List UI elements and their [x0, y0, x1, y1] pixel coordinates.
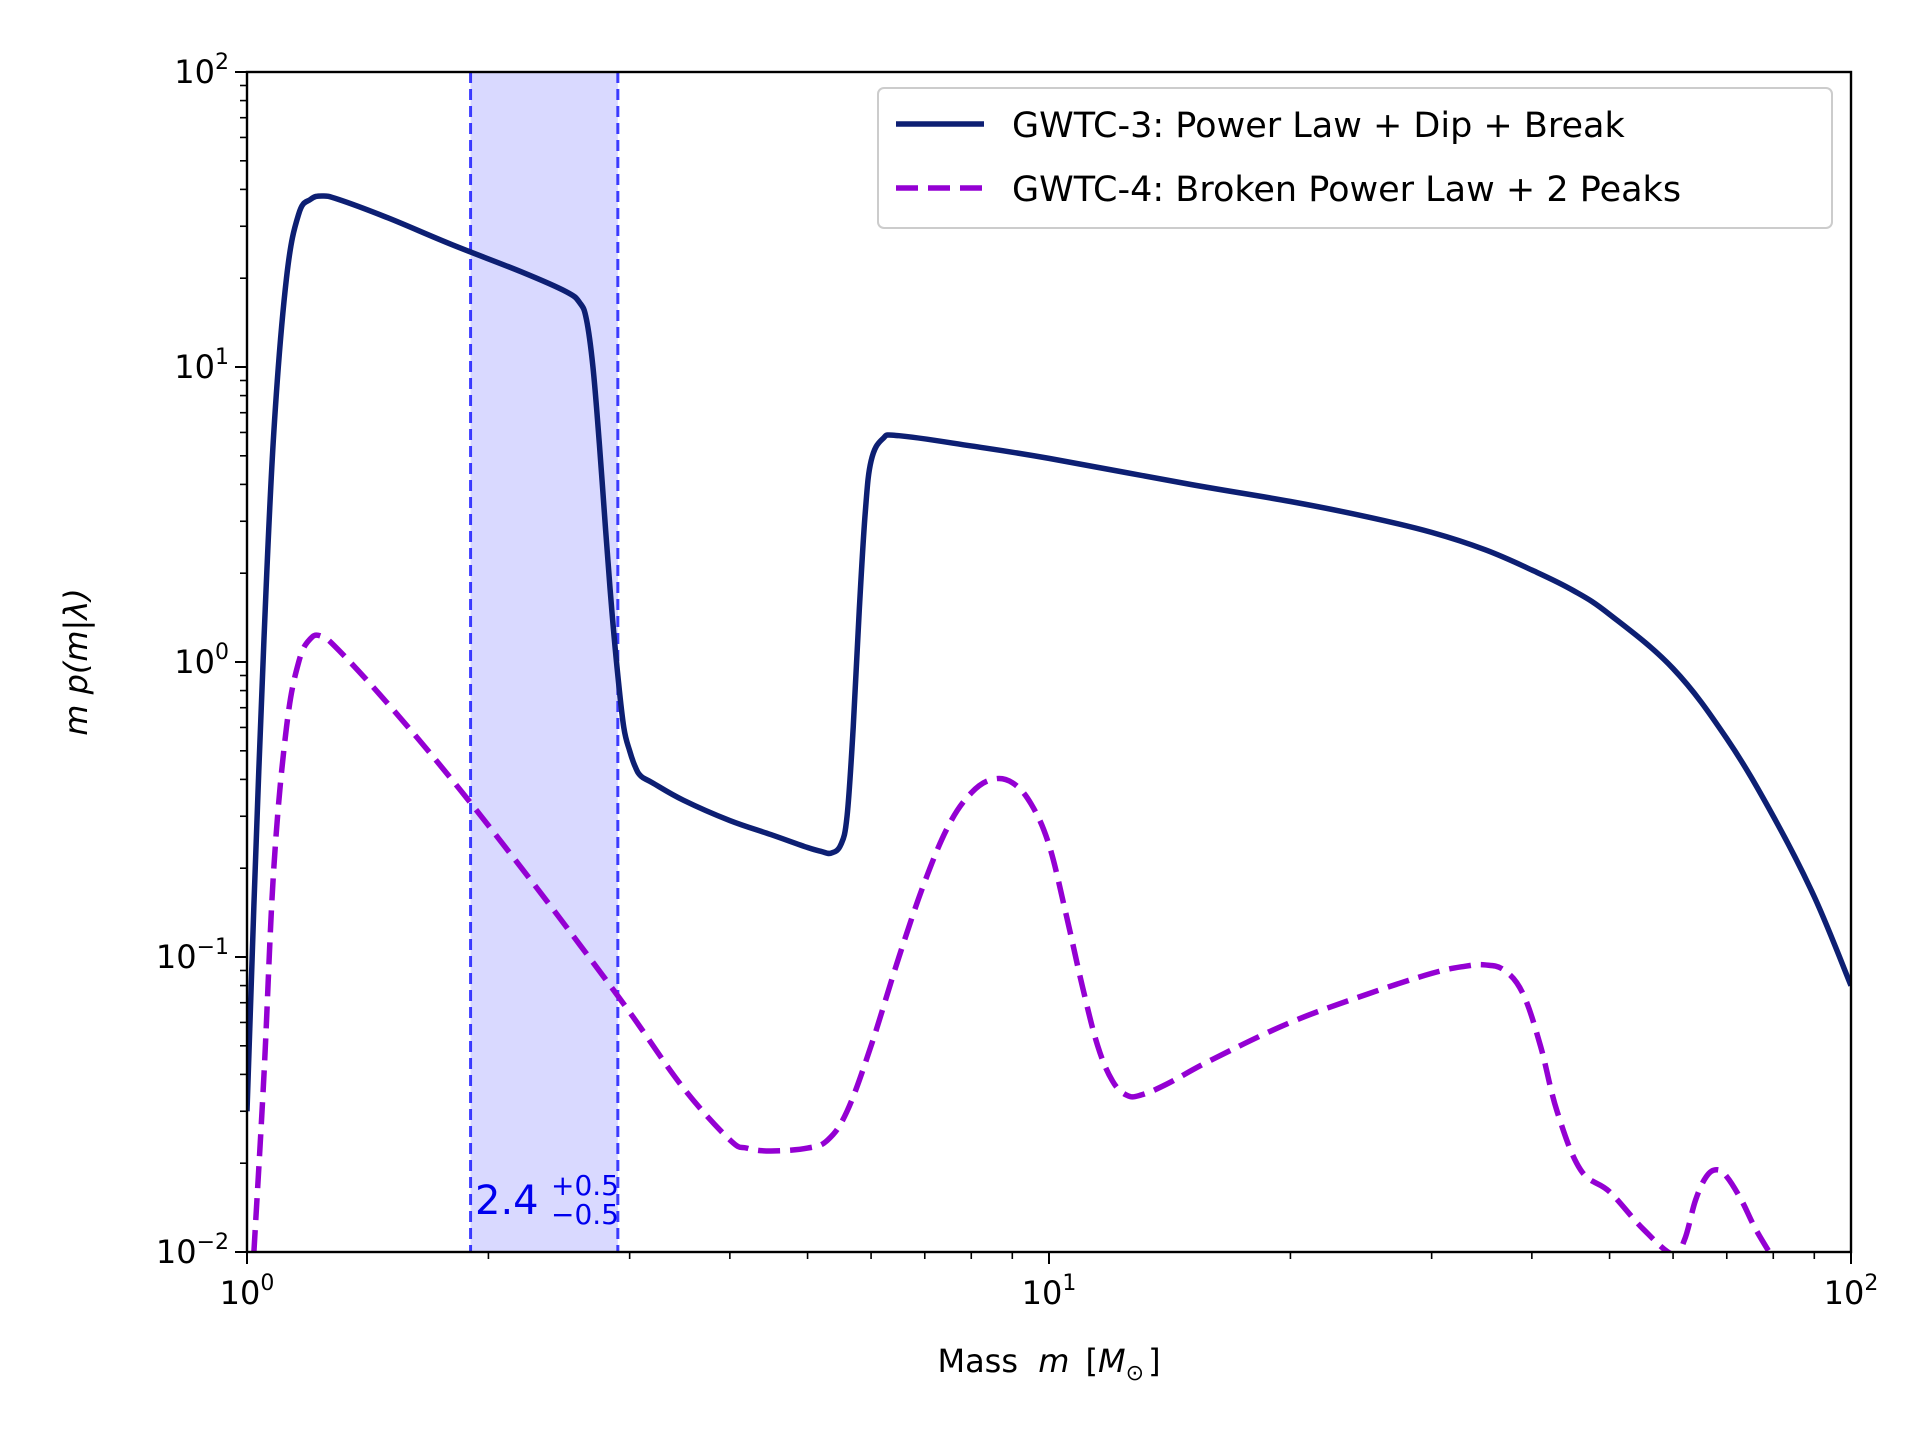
- series-lines: [247, 193, 1851, 1252]
- x-tick-label: 102: [1824, 1271, 1879, 1312]
- legend-box: [877, 87, 1833, 229]
- legend-label-gwtc4: GWTC-4: Broken Power Law + 2 Peaks: [1012, 170, 1681, 210]
- mass-gap-band: [469, 72, 620, 1252]
- y-tick-label: 101: [174, 345, 229, 386]
- y-tick-label: 102: [174, 50, 229, 91]
- x-axis-label-var: m: [1038, 1342, 1069, 1380]
- x-axis-label-bracket-close: ]: [1148, 1342, 1160, 1380]
- y-tick-label: 100: [174, 640, 229, 681]
- band-label-main: 2.4: [475, 1178, 539, 1224]
- band-annotation: 2.4: [475, 1178, 539, 1224]
- y-axis-label: m p(m|λ): [57, 588, 95, 736]
- y-tick-label: 10−2: [156, 1230, 229, 1271]
- legend-label-gwtc3: GWTC-3: Power Law + Dip + Break: [1012, 106, 1625, 146]
- band-fill: [470, 72, 618, 1252]
- legend: GWTC-3: Power Law + Dip + Break GWTC-4: …: [877, 87, 1833, 229]
- axis-ticks: 100 101 102 10−2 10−1 100 101 102: [156, 50, 1879, 1312]
- x-axis-label-unit-sub: ⊙: [1126, 1361, 1144, 1386]
- x-tick-label: 100: [220, 1271, 275, 1312]
- band-label-sup: +0.5: [551, 1169, 619, 1202]
- x-axis-label: Mass m [M⊙]: [937, 1342, 1160, 1386]
- x-tick-label: 101: [1022, 1271, 1077, 1312]
- band-label-sub: −0.5: [551, 1198, 619, 1231]
- x-axis-label-text: Mass: [937, 1342, 1018, 1380]
- series-line-gwtc4: [251, 632, 1773, 1252]
- x-axis-label-unit: M: [1098, 1342, 1126, 1380]
- y-tick-label: 10−1: [156, 935, 229, 976]
- x-axis-label-bracket-open: [: [1086, 1342, 1098, 1380]
- series-line-gwtc3: [247, 193, 1851, 1112]
